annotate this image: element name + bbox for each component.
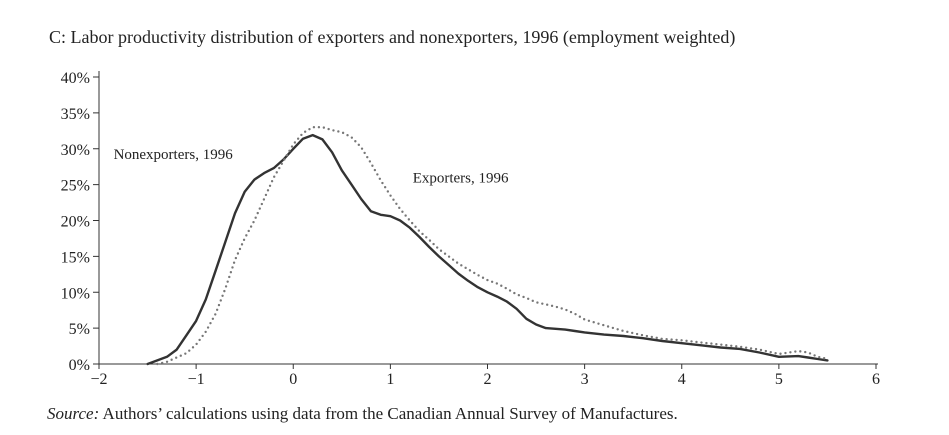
y-tick-label: 15% xyxy=(61,249,90,266)
x-tick-label: −1 xyxy=(188,371,205,388)
exporters-label: Exporters, 1996 xyxy=(413,170,509,186)
annotations: Nonexporters, 1996 Exporters, 1996 xyxy=(114,147,509,187)
y-tick-label: 30% xyxy=(61,142,90,159)
x-tick-label: 1 xyxy=(386,371,394,388)
source-note: Source: Authors’ calculations using data… xyxy=(47,404,678,424)
y-tick-label: 5% xyxy=(69,321,90,338)
x-tick-label: 5 xyxy=(775,371,783,388)
y-tick-label: 10% xyxy=(61,285,90,302)
y-tick-label: 35% xyxy=(61,106,90,123)
source-prefix: Source: xyxy=(47,404,100,423)
y-tick-label: 25% xyxy=(61,178,90,195)
source-text: Authors’ calculations using data from th… xyxy=(99,404,678,423)
y-tick-label: 20% xyxy=(61,214,90,231)
chart-title: C: Labor productivity distribution of ex… xyxy=(49,27,736,47)
axes: 0% 5% 10% 15% 20% 25% 30% 35% 40% −2 −1 0 1 2 3 4 5 6 xyxy=(61,70,880,388)
nonexporters-line xyxy=(146,133,829,366)
x-tick-label: 6 xyxy=(872,371,880,388)
nonexporters-label: Nonexporters, 1996 xyxy=(114,147,234,163)
x-tick-label: 3 xyxy=(581,371,589,388)
x-tick-label: 4 xyxy=(678,371,686,388)
y-tick-label: 0% xyxy=(69,357,90,374)
y-tick-label: 40% xyxy=(61,70,90,87)
x-tick-label: −2 xyxy=(90,371,107,388)
x-tick-label: 0 xyxy=(289,371,297,388)
exporters-line xyxy=(156,126,829,366)
x-tick-label: 2 xyxy=(484,371,492,388)
series-lines xyxy=(146,126,829,366)
